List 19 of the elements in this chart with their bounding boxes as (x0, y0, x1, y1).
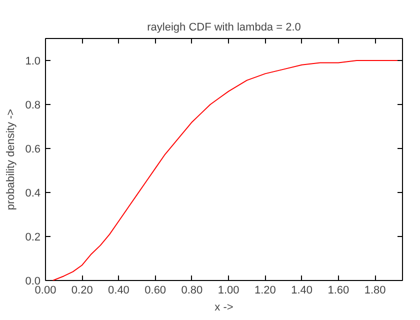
x-tick-label: 1.20 (254, 284, 276, 296)
x-tick-label: 1.40 (291, 284, 313, 296)
y-tick-label: 0.4 (25, 188, 41, 200)
x-tick-label: 1.60 (328, 284, 350, 296)
y-tick-label: 0.2 (25, 232, 41, 244)
x-tick-label: 0.80 (181, 284, 203, 296)
x-tick-label: 0.00 (34, 284, 56, 296)
chart-title: rayleigh CDF with lambda = 2.0 (147, 22, 301, 34)
x-axis-title: x -> (214, 302, 234, 314)
y-tick-label: 1.0 (25, 56, 41, 68)
x-tick-label: 1.80 (364, 284, 386, 296)
y-tick-label: 0.8 (25, 100, 41, 112)
x-tick-label: 1.00 (218, 284, 240, 296)
x-tick-label: 0.40 (108, 284, 130, 296)
x-tick-label: 0.20 (71, 284, 93, 296)
y-tick-label: 0.6 (25, 144, 41, 156)
y-axis-title: probability density -> (5, 108, 18, 210)
y-tick-label: 0.0 (25, 276, 41, 288)
x-tick-label: 0.60 (144, 284, 166, 296)
